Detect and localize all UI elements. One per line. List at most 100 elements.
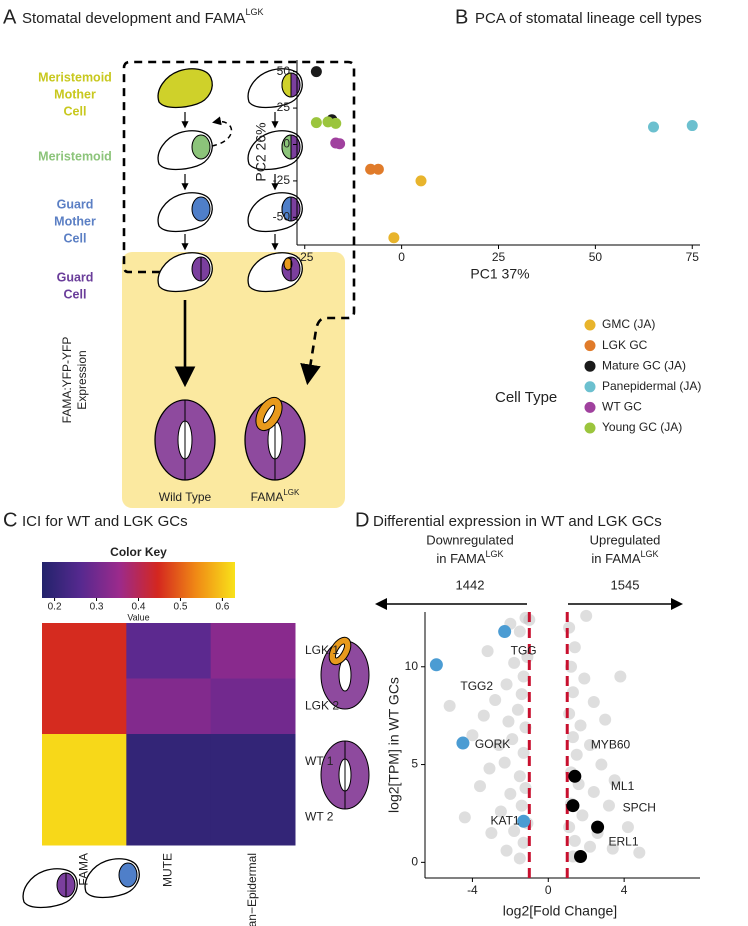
x-tick-label: -25	[296, 250, 314, 264]
point	[608, 774, 621, 787]
x-tick-label: 50	[589, 250, 603, 264]
expression-line: Expression	[75, 350, 89, 409]
y-tick-label: 5	[411, 757, 418, 771]
point	[508, 656, 521, 669]
point	[515, 688, 528, 701]
point	[310, 66, 322, 78]
expression-zone	[122, 252, 345, 508]
point	[500, 678, 513, 691]
point	[621, 821, 634, 834]
point	[614, 670, 627, 683]
point	[513, 625, 526, 638]
point	[466, 729, 479, 742]
mutant-text: FAMA	[251, 490, 284, 504]
heat-cell	[210, 789, 296, 846]
highlight-point	[568, 769, 582, 783]
legend-label: Mature GC (JA)	[602, 358, 686, 372]
x-tick-label: -4	[467, 883, 478, 897]
point	[648, 121, 659, 133]
key-tick-label: 0.5	[174, 602, 188, 613]
point	[506, 733, 519, 746]
up-label: in FAMALGK	[591, 549, 658, 566]
mutant-label: FAMALGK	[251, 488, 300, 504]
stage-label: Guard	[57, 197, 94, 211]
point	[492, 739, 505, 751]
expression-line: FAMA:YFP-YFP	[60, 337, 74, 424]
y-tick-label: 10	[405, 659, 419, 673]
point	[587, 695, 600, 708]
down-label: in FAMALGK	[436, 549, 503, 566]
stomate	[154, 399, 216, 481]
point	[686, 120, 698, 132]
point	[568, 834, 581, 847]
panel-title: Stomatal development and FAMALGK	[22, 7, 263, 27]
point	[595, 758, 608, 771]
point	[576, 809, 589, 822]
up-text: in FAMA	[591, 551, 640, 566]
point	[483, 762, 496, 775]
legend-swatch	[584, 401, 596, 413]
stage-label: Cell	[64, 231, 87, 245]
point-label: GORK	[475, 737, 510, 751]
legend-swatch	[584, 340, 596, 352]
column-label: Pan−Epidermal	[245, 853, 259, 926]
heat-cell	[210, 734, 296, 790]
legend-swatch	[584, 319, 596, 331]
heat-cell	[42, 623, 127, 679]
y-tick-label: -50	[273, 209, 291, 223]
point	[515, 799, 528, 812]
point	[485, 827, 498, 840]
x-axis-label: PC1 37%	[470, 266, 529, 282]
point	[310, 117, 322, 129]
row-label: WT 2	[305, 809, 334, 823]
point	[500, 844, 513, 857]
stomate	[244, 396, 306, 481]
stage-label: Meristemoid	[38, 149, 112, 163]
point	[513, 770, 526, 783]
key-title: Color Key	[110, 545, 167, 559]
point	[415, 175, 427, 187]
highlight-point	[498, 625, 512, 639]
point	[334, 138, 346, 150]
column-label: FAMA	[76, 853, 90, 886]
panel-title: PCA of stomatal lineage cell types	[475, 10, 702, 27]
stage-label: Guard	[57, 270, 94, 284]
panel-label: B	[455, 6, 468, 28]
point	[330, 117, 342, 129]
stage-label: Meristemoid	[38, 70, 112, 84]
key-tick-label: 0.2	[48, 602, 62, 613]
stage-label: Mother	[54, 214, 96, 228]
y-tick-label: 50	[277, 64, 291, 78]
highlight-point	[456, 736, 470, 750]
point	[563, 707, 576, 720]
point-label: TGG2	[460, 679, 493, 693]
heat-cell	[210, 623, 296, 679]
x-tick-label: 25	[492, 250, 506, 264]
stomate-icon	[320, 636, 370, 710]
down-count: 1442	[456, 577, 485, 592]
heat-cell	[126, 734, 212, 790]
stage-arrows	[181, 112, 279, 251]
down-text: in FAMA	[436, 551, 485, 566]
highlight-point	[591, 820, 605, 834]
patch-half	[281, 196, 292, 222]
up-sup: LGK	[641, 549, 659, 559]
point	[508, 825, 521, 838]
self-renewal-arrow	[211, 116, 233, 147]
heat-cell	[126, 623, 212, 679]
point	[504, 787, 517, 800]
point	[566, 686, 579, 699]
heat-cell	[126, 789, 212, 846]
panel-title: Differential expression in WT and LGK GC…	[373, 513, 662, 530]
heat-cell	[42, 789, 127, 846]
point	[517, 836, 530, 849]
point	[477, 709, 490, 722]
heat-cell	[126, 678, 212, 735]
stomate-icon	[320, 740, 370, 810]
point	[563, 821, 576, 834]
y-tick-label: -25	[273, 173, 291, 187]
up-count: 1545	[611, 577, 640, 592]
expression-label: FAMA:YFP-YFP Expression	[60, 337, 89, 424]
legend-title: Cell Type	[495, 389, 557, 406]
point	[633, 846, 646, 859]
